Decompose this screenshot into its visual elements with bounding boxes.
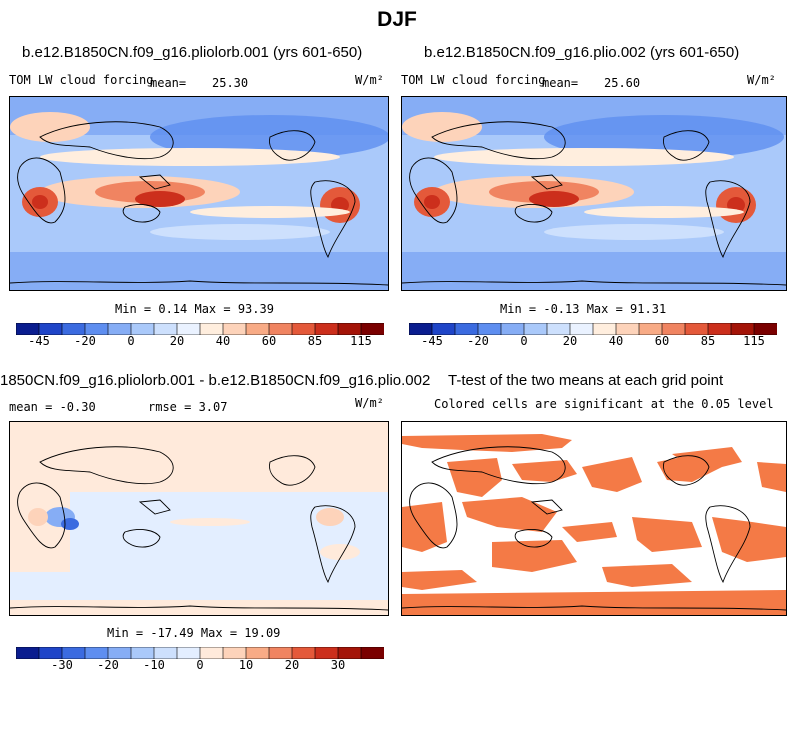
panel3-minmax: Min = -17.49 Max = 19.09 <box>107 626 281 640</box>
panel1-colorbar-svg <box>15 322 385 336</box>
panel1-colorbar-tick-label: 0 <box>127 334 135 348</box>
panel1-subtropical-dry <box>150 224 330 240</box>
panel3-coastlines <box>10 446 388 611</box>
panel1-map-svg <box>10 97 388 290</box>
panel3-colorbar-tick-label: 30 <box>330 658 346 672</box>
panel3-amazon-positive <box>316 508 344 526</box>
panel1-colorbar-tick-label: 40 <box>215 334 231 348</box>
panel3-itcz-positive <box>170 518 250 526</box>
panel2-coastlines <box>402 121 786 286</box>
panel2-colorbar-tick-label: -20 <box>467 334 489 348</box>
panel3-units: W/m² <box>355 396 384 410</box>
panel2-map-svg <box>402 97 786 290</box>
panel3-rmse: rmse = 3.07 <box>148 400 228 414</box>
panel2-africa-core <box>424 195 440 209</box>
panel2-maritime-continent <box>529 191 579 207</box>
panel2-colorbar-tick-label: 115 <box>743 334 765 348</box>
panel2-subtropical-dry <box>544 224 724 240</box>
panel3-africa-negative-core <box>61 518 79 530</box>
panel1-colorbar-tick-label: -45 <box>28 334 50 348</box>
panel4-subtitle: Colored cells are significant at the 0.0… <box>434 397 774 411</box>
panel1-maritime-continent <box>135 191 185 207</box>
panel1-mean-label: mean= <box>150 76 187 90</box>
panel2-colorbar-tick-label: 40 <box>608 334 624 348</box>
panel3-atlantic-positive <box>320 544 360 560</box>
panel2-mean-value: 25.60 <box>604 76 641 90</box>
panel3-colorbar-tick-label: -30 <box>51 658 73 672</box>
panel2-spcz <box>584 206 744 218</box>
panel4-map <box>401 421 787 616</box>
panel2-colorbar-svg <box>408 322 778 336</box>
panel3-colorbar-tick-label: -20 <box>97 658 119 672</box>
panel1-pacific-storm-track <box>150 115 388 159</box>
panel3-africa-positive <box>28 508 48 526</box>
panel1-spcz <box>190 206 350 218</box>
panel3-colorbar-tick-label: 20 <box>284 658 300 672</box>
panel1-colorbar-ticks: -45 -20 0 20 40 60 85 115 <box>16 334 384 350</box>
panel1-southern-band <box>10 252 388 290</box>
panel1-africa-core <box>32 195 48 209</box>
panel4-map-svg <box>402 422 786 615</box>
panel3-map-svg <box>10 422 388 615</box>
panel1-variable: TOM LW cloud forcing <box>9 73 154 87</box>
panel4-coastlines <box>402 446 786 611</box>
panel2-units: W/m² <box>747 73 776 87</box>
panel2-variable: TOM LW cloud forcing <box>401 73 546 87</box>
panel2-colorbar <box>408 322 778 336</box>
panel2-colorbar-tick-label: 20 <box>562 334 578 348</box>
panel2-minmax: Min = -0.13 Max = 91.31 <box>500 302 667 316</box>
panel3-map <box>9 421 389 616</box>
panel1-colorbar-tick-label: 20 <box>169 334 185 348</box>
panel3-colorbar-tick-label: 10 <box>238 658 254 672</box>
panel1-colorbar-tick-label: -20 <box>74 334 96 348</box>
panel1-europe-cloud <box>10 112 90 142</box>
panel1-coastlines <box>10 121 388 286</box>
panel1-colorbar-tick-label: 60 <box>261 334 277 348</box>
panel2-colorbar-tick-label: 0 <box>520 334 528 348</box>
panel2-southern-band <box>402 252 786 290</box>
panel3-pacific-negative <box>70 492 388 572</box>
panel2-europe-cloud <box>402 112 482 142</box>
panel1-title: b.e12.B1850CN.f09_g16.pliolorb.001 (yrs … <box>22 44 363 61</box>
panel2-colorbar-tick-label: -45 <box>421 334 443 348</box>
page-title: DJF <box>377 8 417 31</box>
panel1-colorbar-tick-label: 85 <box>307 334 323 348</box>
panel2-mean-label: mean= <box>542 76 579 90</box>
panel3-southern-negative <box>10 572 388 600</box>
panel1-mean-value: 25.30 <box>212 76 249 90</box>
panel3-colorbar <box>15 646 385 660</box>
panel3-mean: mean = -0.30 <box>9 400 96 414</box>
panel3-colorbar-ticks: -30 -20 -10 0 10 20 30 <box>16 658 384 674</box>
panel2-colorbar-tick-label: 85 <box>700 334 716 348</box>
panel4-title: T-test of the two means at each grid poi… <box>448 372 724 389</box>
panel1-colorbar <box>15 322 385 336</box>
panel1-minmax: Min = 0.14 Max = 93.39 <box>115 302 274 316</box>
panel2-map <box>401 96 787 291</box>
panel3-title: 1850CN.f09_g16.pliolorb.001 - b.e12.B185… <box>0 372 431 389</box>
panel2-itcz-band <box>434 148 734 166</box>
panel3-colorbar-tick-label: 0 <box>196 658 204 672</box>
panel1-units: W/m² <box>355 73 384 87</box>
panel1-itcz-band <box>40 148 340 166</box>
panel2-title: b.e12.B1850CN.f09_g16.plio.002 (yrs 601-… <box>424 44 740 61</box>
panel2-colorbar-ticks: -45 -20 0 20 40 60 85 115 <box>409 334 777 350</box>
panel1-map <box>9 96 389 291</box>
panel4-significant-regions <box>402 434 786 615</box>
panel3-colorbar-tick-label: -10 <box>143 658 165 672</box>
panel2-colorbar-tick-label: 60 <box>654 334 670 348</box>
panel1-colorbar-tick-label: 115 <box>350 334 372 348</box>
